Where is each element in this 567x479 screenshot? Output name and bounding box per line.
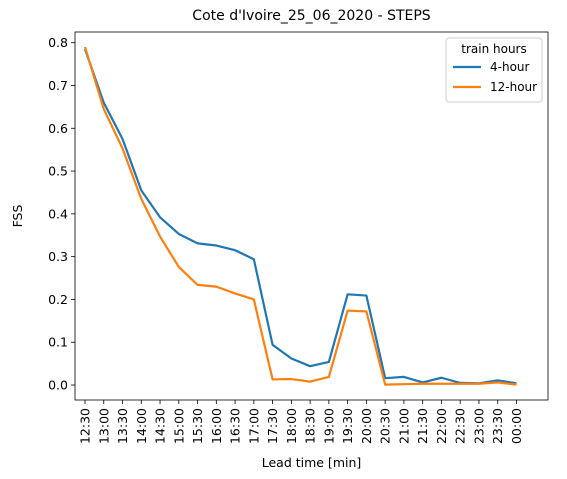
x-tick-label: 17:30 bbox=[265, 408, 280, 444]
plot-area-frame bbox=[74, 31, 549, 401]
x-tick-label: 19:00 bbox=[321, 408, 336, 444]
series-line-12-hour bbox=[83, 46, 517, 386]
x-tick-label: 20:30 bbox=[378, 408, 393, 444]
legend: train hours 4-hour 12-hour bbox=[445, 37, 543, 103]
y-tick-label: 0.8 bbox=[48, 35, 68, 50]
legend-entry-label: 12-hour bbox=[490, 80, 537, 94]
x-tick-label: 23:30 bbox=[490, 408, 505, 444]
x-tick-label: 14:00 bbox=[134, 408, 149, 444]
x-tick-label: 16:30 bbox=[228, 408, 243, 444]
legend-entry-label: 4-hour bbox=[490, 60, 530, 74]
x-tick-label: 18:30 bbox=[303, 408, 318, 444]
x-tick-label: 14:30 bbox=[153, 408, 168, 444]
x-tick-label: 19:30 bbox=[340, 408, 355, 444]
y-tick-label: 0.3 bbox=[48, 249, 68, 264]
y-tick-label: 0.7 bbox=[48, 78, 68, 93]
chart-title: Cote d'Ivoire_25_06_2020 - STEPS bbox=[192, 8, 430, 24]
x-tick-label: 17:00 bbox=[246, 408, 261, 444]
y-tick-label: 0.4 bbox=[48, 206, 68, 221]
y-tick-label: 0.0 bbox=[48, 378, 68, 393]
series-layer bbox=[83, 46, 517, 386]
y-tick-label: 0.2 bbox=[48, 292, 68, 307]
y-tick-label: 0.5 bbox=[48, 164, 68, 179]
y-tick-label: 0.6 bbox=[48, 121, 68, 136]
x-tick-label: 22:30 bbox=[453, 408, 468, 444]
y-axis: 0.0 0.1 0.2 0.3 0.4 0.5 0.6 0.7 0.8 bbox=[48, 35, 75, 393]
x-axis: 12:30 13:00 13:30 14:00 14:30 15:00 15:30 16:00… bbox=[78, 400, 524, 444]
x-tick-label: 15:30 bbox=[190, 408, 205, 444]
x-tick-label: 21:30 bbox=[415, 408, 430, 444]
y-tick-label: 0.1 bbox=[48, 335, 68, 350]
x-tick-label: 13:30 bbox=[115, 408, 130, 444]
series-line-4-hour bbox=[83, 48, 517, 385]
legend-title: train hours bbox=[461, 42, 526, 56]
x-tick-label: 16:00 bbox=[209, 408, 224, 444]
x-tick-label: 13:00 bbox=[96, 408, 111, 444]
x-tick-label: 12:30 bbox=[78, 408, 93, 444]
x-tick-label: 22:00 bbox=[434, 408, 449, 444]
y-axis-label: FSS bbox=[10, 205, 25, 228]
x-tick-label: 00:00 bbox=[509, 408, 524, 444]
x-axis-label: Lead time [min] bbox=[262, 455, 362, 470]
x-tick-label: 20:00 bbox=[359, 408, 374, 444]
x-tick-label: 18:00 bbox=[284, 408, 299, 444]
x-tick-label: 15:00 bbox=[171, 408, 186, 444]
x-tick-label: 21:00 bbox=[396, 408, 411, 444]
x-tick-label: 23:00 bbox=[471, 408, 486, 444]
